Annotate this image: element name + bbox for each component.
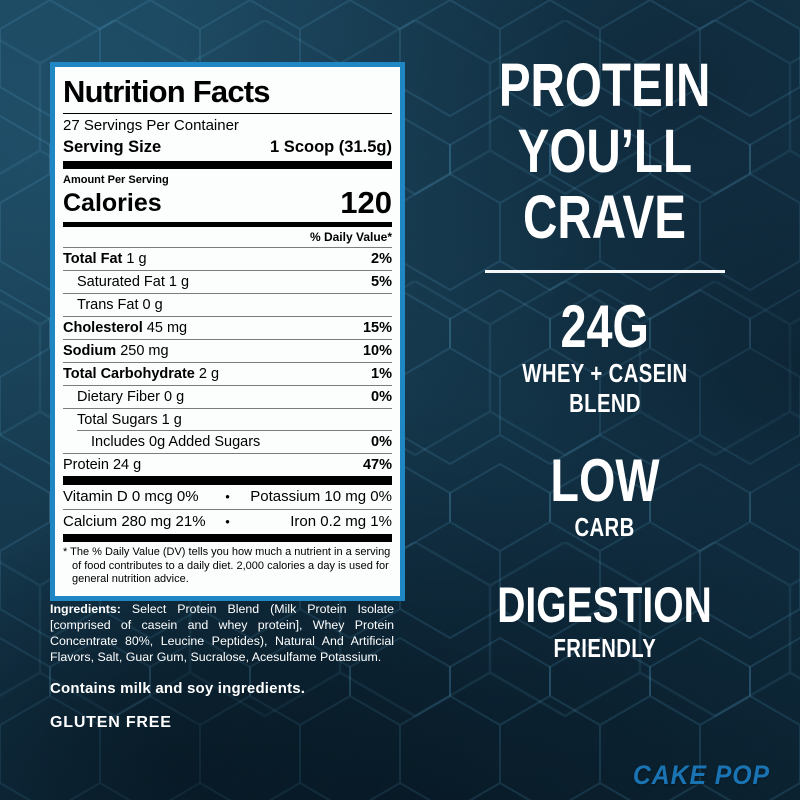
benefit-small-text: CARB bbox=[574, 512, 636, 542]
nutrient-daily-value: 2% bbox=[371, 251, 392, 267]
amount-per-serving-label: Amount Per Serving bbox=[63, 174, 169, 186]
nutrient-name: Protein 24 g bbox=[63, 457, 142, 473]
headline-line: PROTEIN bbox=[499, 51, 711, 119]
divider-bar-thick bbox=[63, 534, 392, 542]
nutrient-rows: Total Fat 1 g 2% Saturated Fat 1 g 5% Trans … bbox=[63, 248, 392, 476]
serving-size-value: 1 Scoop (31.5g) bbox=[270, 138, 392, 156]
headline-line: CRAVE bbox=[523, 183, 687, 251]
micro-right: Potassium 10 mg 0% bbox=[250, 488, 392, 505]
nutrient-row: Protein 24 g 47% bbox=[63, 453, 392, 476]
headline-divider bbox=[485, 270, 725, 273]
nutrient-name: Total Carbohydrate 2 g bbox=[63, 366, 220, 382]
nutrition-facts-panel: Nutrition Facts 27 Servings Per Containe… bbox=[50, 62, 405, 601]
info-block: Ingredients: Select Protein Blend (Milk … bbox=[50, 601, 394, 732]
ingredients-paragraph: Ingredients: Select Protein Blend (Milk … bbox=[50, 601, 394, 665]
calories-label: Calories bbox=[63, 189, 162, 217]
nutrient-row: Total Fat 1 g 2% bbox=[63, 248, 392, 270]
nutrient-name: Sodium 250 mg bbox=[63, 343, 169, 359]
benefit-block: LOW CARB bbox=[430, 447, 780, 543]
micro-left: Vitamin D 0 mcg 0% bbox=[63, 488, 199, 505]
divider-bar-thick bbox=[63, 161, 392, 169]
benefit-small-text: FRIENDLY bbox=[553, 633, 657, 663]
nutrient-row: Saturated Fat 1 g 5% bbox=[63, 270, 392, 293]
nutrient-daily-value: 47% bbox=[362, 457, 392, 473]
nutrient-daily-value: 10% bbox=[362, 343, 392, 359]
daily-value-footnote: * The % Daily Value (DV) tells you how m… bbox=[63, 546, 391, 585]
allergen-statement: Contains milk and soy ingredients. bbox=[50, 680, 306, 697]
divider-bar-medium bbox=[63, 222, 392, 227]
serving-size-label: Serving Size bbox=[63, 138, 162, 156]
nutrient-name: Cholesterol 45 mg bbox=[63, 320, 188, 336]
benefit-block: 24G WHEY + CASEIN BLEND bbox=[430, 293, 780, 419]
nutrient-row: Includes 0g Added Sugars 0% bbox=[63, 430, 392, 453]
daily-value-header: % Daily Value* bbox=[63, 227, 392, 248]
benefit-big-text: LOW bbox=[550, 447, 660, 514]
nutrition-facts-title: Nutrition Facts bbox=[63, 74, 271, 109]
nutrient-name: Total Sugars 1 g bbox=[77, 412, 182, 428]
micro-left: Calcium 280 mg 21% bbox=[63, 513, 206, 530]
nutrient-row: Sodium 250 mg 10% bbox=[63, 339, 392, 362]
calories-row: Calories 120 bbox=[63, 187, 392, 218]
nutrient-name: Total Fat 1 g bbox=[63, 251, 147, 267]
benefit-big-text: DIGESTION bbox=[497, 577, 713, 633]
micronutrient-row: Calcium 280 mg 21% • Iron 0.2 mg 1% bbox=[63, 509, 392, 534]
nutrient-name: Includes 0g Added Sugars bbox=[91, 434, 261, 450]
serving-size-row: Serving Size 1 Scoop (31.5g) bbox=[63, 136, 392, 158]
ingredients-label: Ingredients: bbox=[50, 602, 121, 616]
nutrient-daily-value: 0% bbox=[371, 434, 392, 450]
micro-right: Iron 0.2 mg 1% bbox=[290, 513, 392, 530]
nutrient-daily-value: 0% bbox=[371, 389, 392, 405]
micro-bullet: • bbox=[225, 489, 230, 504]
nutrient-name: Saturated Fat 1 g bbox=[77, 274, 190, 290]
nutrient-daily-value: 1% bbox=[371, 366, 392, 382]
micronutrient-row: Vitamin D 0 mcg 0% • Potassium 10 mg 0% bbox=[63, 485, 392, 509]
nutrient-name: Trans Fat 0 g bbox=[77, 297, 163, 313]
benefit-small-text: WHEY + CASEIN bbox=[522, 358, 688, 388]
nutrient-row: Total Carbohydrate 2 g 1% bbox=[63, 362, 392, 385]
flavor-name: CAKE POP bbox=[632, 760, 770, 790]
nutrient-name: Dietary Fiber 0 g bbox=[77, 389, 185, 405]
headline: PROTEIN YOU’LL CRAVE bbox=[430, 52, 780, 250]
calories-value: 120 bbox=[340, 185, 392, 220]
title-rule bbox=[63, 113, 392, 114]
headline-line: YOU’LL bbox=[517, 117, 693, 185]
micro-bullet: • bbox=[225, 514, 230, 529]
nutrient-row: Trans Fat 0 g bbox=[63, 293, 392, 316]
nutrient-row: Cholesterol 45 mg 15% bbox=[63, 316, 392, 339]
benefit-small-text: BLEND bbox=[569, 388, 641, 418]
nutrient-daily-value: 5% bbox=[371, 274, 392, 290]
gluten-free-claim: GLUTEN FREE bbox=[50, 714, 172, 731]
divider-bar-thick bbox=[63, 476, 392, 485]
marketing-column: PROTEIN YOU’LL CRAVE 24G WHEY + CASEIN BLEND… bbox=[430, 0, 780, 800]
benefit-block: DIGESTION FRIENDLY bbox=[430, 577, 780, 663]
benefit-big-text: 24G bbox=[560, 293, 650, 360]
nutrient-row: Total Sugars 1 g bbox=[63, 408, 392, 431]
micro-rows: Vitamin D 0 mcg 0% • Potassium 10 mg 0% Cal… bbox=[63, 485, 392, 534]
nutrient-row: Dietary Fiber 0 g 0% bbox=[63, 385, 392, 408]
nutrient-daily-value: 15% bbox=[362, 320, 392, 336]
servings-per-container: 27 Servings Per Container bbox=[63, 117, 239, 134]
ingredients-text: Select Protein Blend (Milk Protein Isola… bbox=[50, 602, 394, 664]
